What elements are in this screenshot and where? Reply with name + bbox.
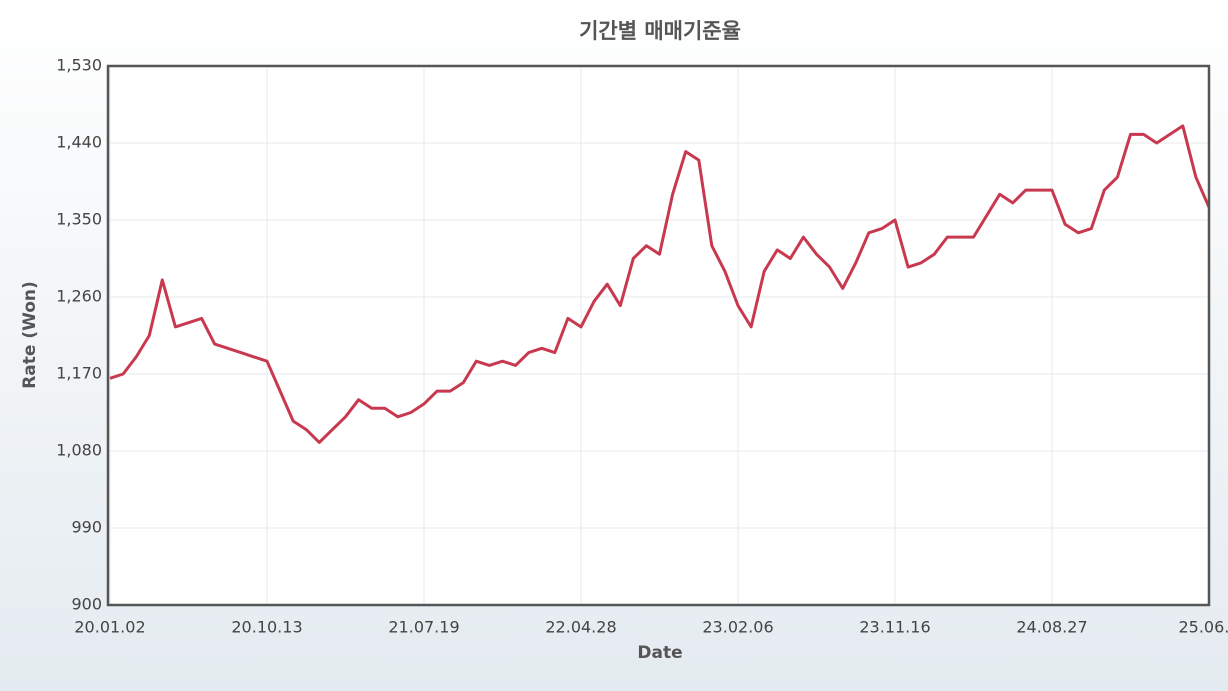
y-tick-label: 900: [71, 595, 102, 614]
x-axis-title: Date: [637, 643, 682, 663]
data-line: [109, 124, 1211, 444]
x-tick-label: 20.01.02: [74, 618, 145, 637]
y-tick-label: 1,440: [56, 133, 102, 152]
y-tick-label: 1,080: [56, 441, 102, 460]
y-tick-label: 1,350: [56, 210, 102, 229]
x-tick-label: 23.02.06: [702, 618, 773, 637]
y-tick-label: 990: [71, 518, 102, 537]
x-tick-label: 22.04.28: [545, 618, 616, 637]
x-tick-label: 25.06.1: [1178, 618, 1228, 637]
y-tick-label: 1,530: [56, 56, 102, 75]
plot-area: [108, 66, 1209, 605]
chart-title: 기간별 매매기준율: [579, 19, 741, 43]
x-tick-label: 24.08.27: [1016, 618, 1087, 637]
x-tick-label: 23.11.16: [859, 618, 930, 637]
x-tick-label: 21.07.19: [388, 618, 459, 637]
x-tick-label: 20.10.13: [231, 618, 302, 637]
y-tick-label: 1,260: [56, 287, 102, 306]
y-tick-label: 1,170: [56, 364, 102, 383]
plot-frame: [106, 64, 1211, 607]
y-axis-title: Rate (Won): [20, 281, 40, 389]
